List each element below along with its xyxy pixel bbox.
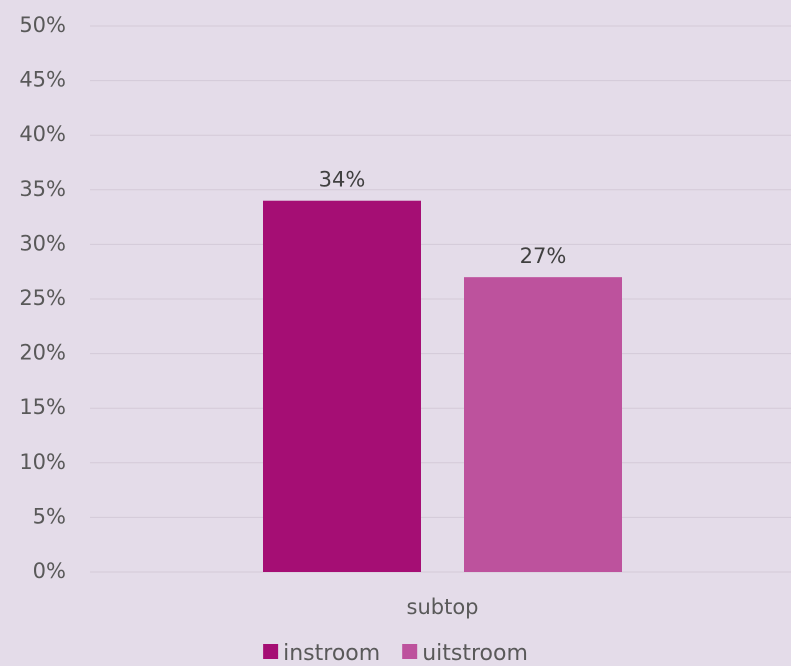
y-tick-label: 35%: [19, 177, 66, 201]
legend: instroom uitstroom: [263, 641, 528, 666]
legend-label-uitstroom: uitstroom: [422, 641, 528, 666]
x-axis-ticks: subtop: [407, 595, 479, 619]
y-tick-label: 20%: [19, 341, 66, 365]
y-tick-label: 0%: [33, 559, 66, 583]
y-tick-label: 25%: [19, 286, 66, 310]
y-tick-label: 10%: [19, 450, 66, 474]
x-tick-label: subtop: [407, 595, 479, 619]
data-label-uitstroom: 27%: [520, 244, 567, 268]
bar-instroom: [263, 200, 421, 572]
data-labels: 34% 27%: [319, 168, 567, 268]
data-label-instroom: 34%: [319, 168, 366, 192]
legend-label-instroom: instroom: [283, 641, 380, 666]
gridlines: [90, 25, 791, 573]
bars: [263, 200, 622, 572]
y-tick-label: 15%: [19, 395, 66, 419]
y-tick-label: 45%: [19, 68, 66, 92]
y-tick-label: 50%: [19, 13, 66, 37]
y-tick-label: 40%: [19, 122, 66, 146]
y-tick-label: 30%: [19, 231, 66, 255]
y-axis-ticks: 0% 5% 10% 15% 20% 25% 30% 35% 40% 45% 50%: [19, 13, 66, 583]
legend-swatch-uitstroom: [402, 644, 418, 659]
bar-uitstroom: [464, 277, 622, 572]
y-tick-label: 5%: [33, 504, 66, 528]
legend-swatch-instroom: [263, 644, 279, 659]
